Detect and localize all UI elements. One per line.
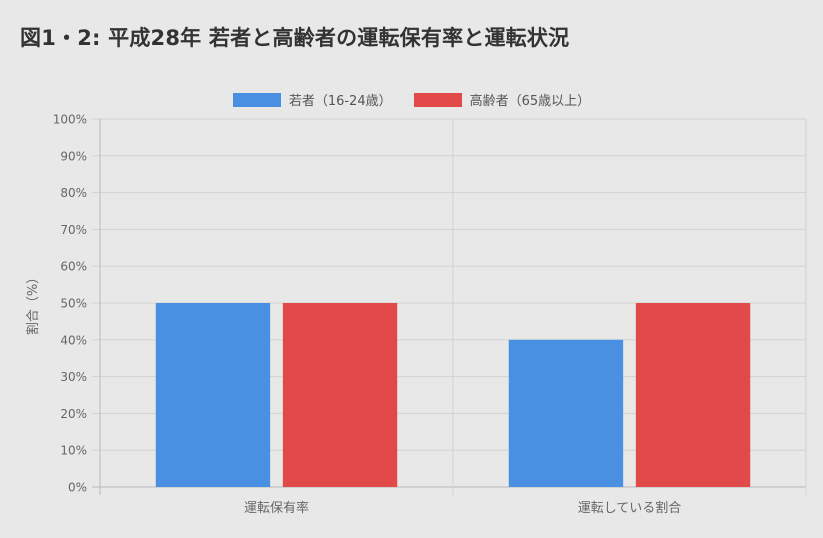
- x-tick-label: 運転保有率: [244, 500, 309, 516]
- y-tick-label: 60%: [60, 260, 87, 274]
- legend-label-elderly: 高齢者（65歳以上）: [469, 94, 591, 109]
- x-tick-label: 運転している割合: [578, 500, 682, 516]
- legend-label-youth: 若者（16-24歳）: [288, 94, 392, 109]
- legend-item-elderly[interactable]: 高齢者（65歳以上）: [413, 90, 591, 109]
- y-axis-label: 割合（%）: [25, 271, 41, 335]
- legend-swatch-elderly: [413, 92, 462, 107]
- y-tick-label: 10%: [60, 444, 87, 458]
- legend-swatch-youth: [232, 92, 281, 107]
- y-tick-label: 30%: [60, 370, 87, 384]
- y-tick-label: 0%: [68, 481, 87, 495]
- bar-elderly-0[interactable]: [282, 303, 398, 487]
- y-tick-label: 100%: [53, 113, 87, 127]
- legend-item-youth[interactable]: 若者（16-24歳）: [232, 90, 392, 109]
- y-tick-label: 50%: [60, 297, 87, 311]
- y-tick-label: 70%: [60, 223, 87, 237]
- axes: 0% 10% 20% 30% 40% 50% 60% 70% 80% 90% 100% 運転保有率 運転…: [53, 113, 682, 517]
- bar-youth-1[interactable]: [508, 339, 624, 487]
- bars: [155, 303, 751, 487]
- bar-youth-0[interactable]: [155, 303, 271, 487]
- y-tick-label: 90%: [60, 149, 87, 163]
- chart-title: 図1・2: 平成28年 若者と高齢者の運転保有率と運転状況: [20, 26, 570, 50]
- y-tick-label: 80%: [60, 186, 87, 200]
- y-tick-label: 20%: [60, 407, 87, 421]
- bar-elderly-1[interactable]: [635, 303, 751, 487]
- y-tick-label: 40%: [60, 333, 87, 347]
- legend: 若者（16-24歳） 高齢者（65歳以上）: [0, 90, 823, 109]
